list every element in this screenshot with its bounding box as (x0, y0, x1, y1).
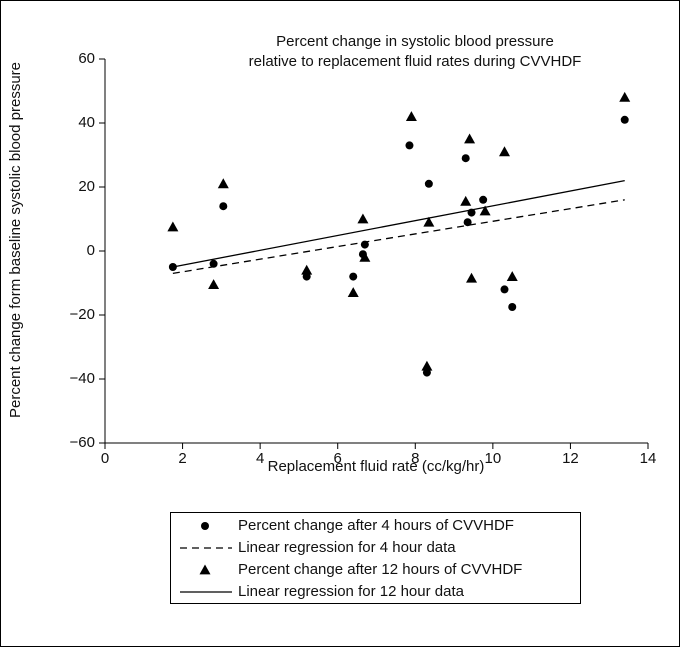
x-axis-label: Replacement fluid rate (cc/kg/hr) (268, 458, 485, 475)
regression-line (172, 199, 625, 275)
point (464, 133, 476, 144)
point (167, 221, 179, 232)
point (498, 146, 510, 157)
legend-box (170, 512, 581, 604)
point (357, 213, 369, 224)
y-tick-label: 0 (87, 242, 95, 259)
point (301, 264, 313, 275)
point (500, 285, 509, 294)
point (619, 91, 631, 102)
legend-label: Percent change after 12 hours of CVVHDF (238, 561, 522, 578)
x-tick-label: 0 (101, 450, 109, 467)
legend-label: Percent change after 4 hours of CVVHDF (238, 517, 514, 534)
point (508, 303, 517, 311)
y-tick-label: 20 (78, 178, 95, 195)
legend-label: Linear regression for 4 hour data (238, 539, 456, 556)
point (208, 279, 220, 289)
x-tick-label: 12 (562, 450, 579, 467)
point (217, 178, 229, 189)
chart-title: Percent change in systolic blood pressur… (276, 33, 554, 50)
point (405, 111, 417, 121)
x-tick-label: 6 (334, 450, 342, 467)
point (347, 287, 359, 297)
point (423, 216, 435, 227)
y-tick-label: 60 (78, 50, 95, 67)
chart-title: relative to replacement fluid rates duri… (249, 53, 582, 70)
x-tick-label: 14 (640, 450, 657, 467)
y-axis-label: Percent change form baseline systolic bl… (7, 62, 24, 418)
point (463, 218, 472, 227)
point (479, 195, 488, 204)
point (460, 195, 472, 206)
point (219, 202, 228, 211)
point (209, 259, 218, 268)
y-tick-label: −60 (70, 434, 95, 451)
legend-marker (199, 564, 211, 575)
x-tick-label: 10 (485, 450, 502, 467)
point (506, 271, 518, 281)
point (424, 179, 433, 188)
y-tick-label: −20 (70, 306, 95, 323)
y-tick-label: −40 (70, 370, 95, 387)
point (620, 115, 629, 124)
point (359, 251, 371, 262)
legend-label: Linear regression for 12 hour data (238, 583, 465, 600)
x-tick-label: 2 (178, 450, 186, 467)
point (461, 154, 470, 163)
y-tick-label: 40 (78, 114, 95, 131)
x-tick-label: 8 (411, 450, 419, 467)
point (349, 272, 358, 281)
point (405, 141, 414, 150)
legend-marker (201, 522, 209, 530)
x-tick-label: 4 (256, 450, 264, 467)
point (466, 272, 478, 283)
regression-line (172, 179, 625, 268)
point (421, 360, 433, 371)
point (479, 205, 491, 216)
